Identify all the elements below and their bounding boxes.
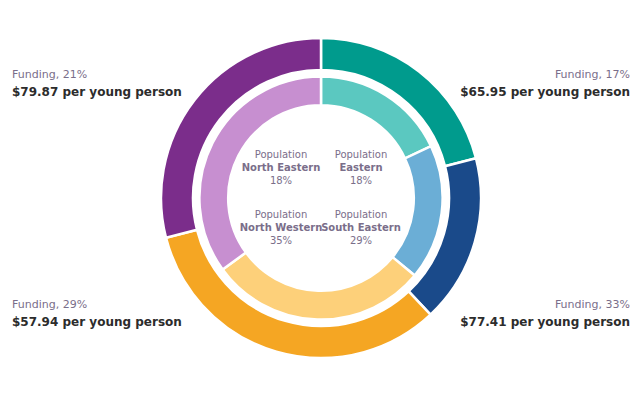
population-label: Population [255,209,308,220]
inner-ring [199,76,442,319]
annotation: $77.41 per young person [460,315,630,329]
data-label: Funding, 21% [12,68,87,81]
donut-slice [321,76,431,158]
data-label: Funding, 29% [12,298,87,311]
data-label: 35% [270,235,292,246]
data-label: 18% [350,175,372,186]
donut-slice [166,230,431,358]
donut-slice [223,253,415,320]
region-label: South Eastern [321,222,401,233]
data-label: Funding, 17% [555,68,630,81]
population-label: Population [335,149,388,160]
annotation: $65.95 per young person [460,85,630,99]
funding-annotations: Funding, 21% $79.87 per young person Fundi… [12,68,630,329]
data-label: Funding, 33% [555,298,630,311]
chart: Population North Eastern 18% Population East… [0,0,642,396]
region-label: North Eastern [242,162,321,173]
data-label: 29% [350,235,372,246]
outer-ring [161,38,481,358]
population-label: Population [335,209,388,220]
donut-slice [393,146,443,275]
annotation: $57.94 per young person [12,315,182,329]
donut-slice [321,38,476,166]
annotation: $79.87 per young person [12,85,182,99]
donut-slice [199,76,321,269]
population-label: Population [255,149,308,160]
data-label: 18% [270,175,292,186]
population-labels: Population North Eastern 18% Population East… [240,149,401,246]
region-label: Eastern [339,162,382,173]
rings [161,38,481,358]
region-label: North Western [240,222,323,233]
